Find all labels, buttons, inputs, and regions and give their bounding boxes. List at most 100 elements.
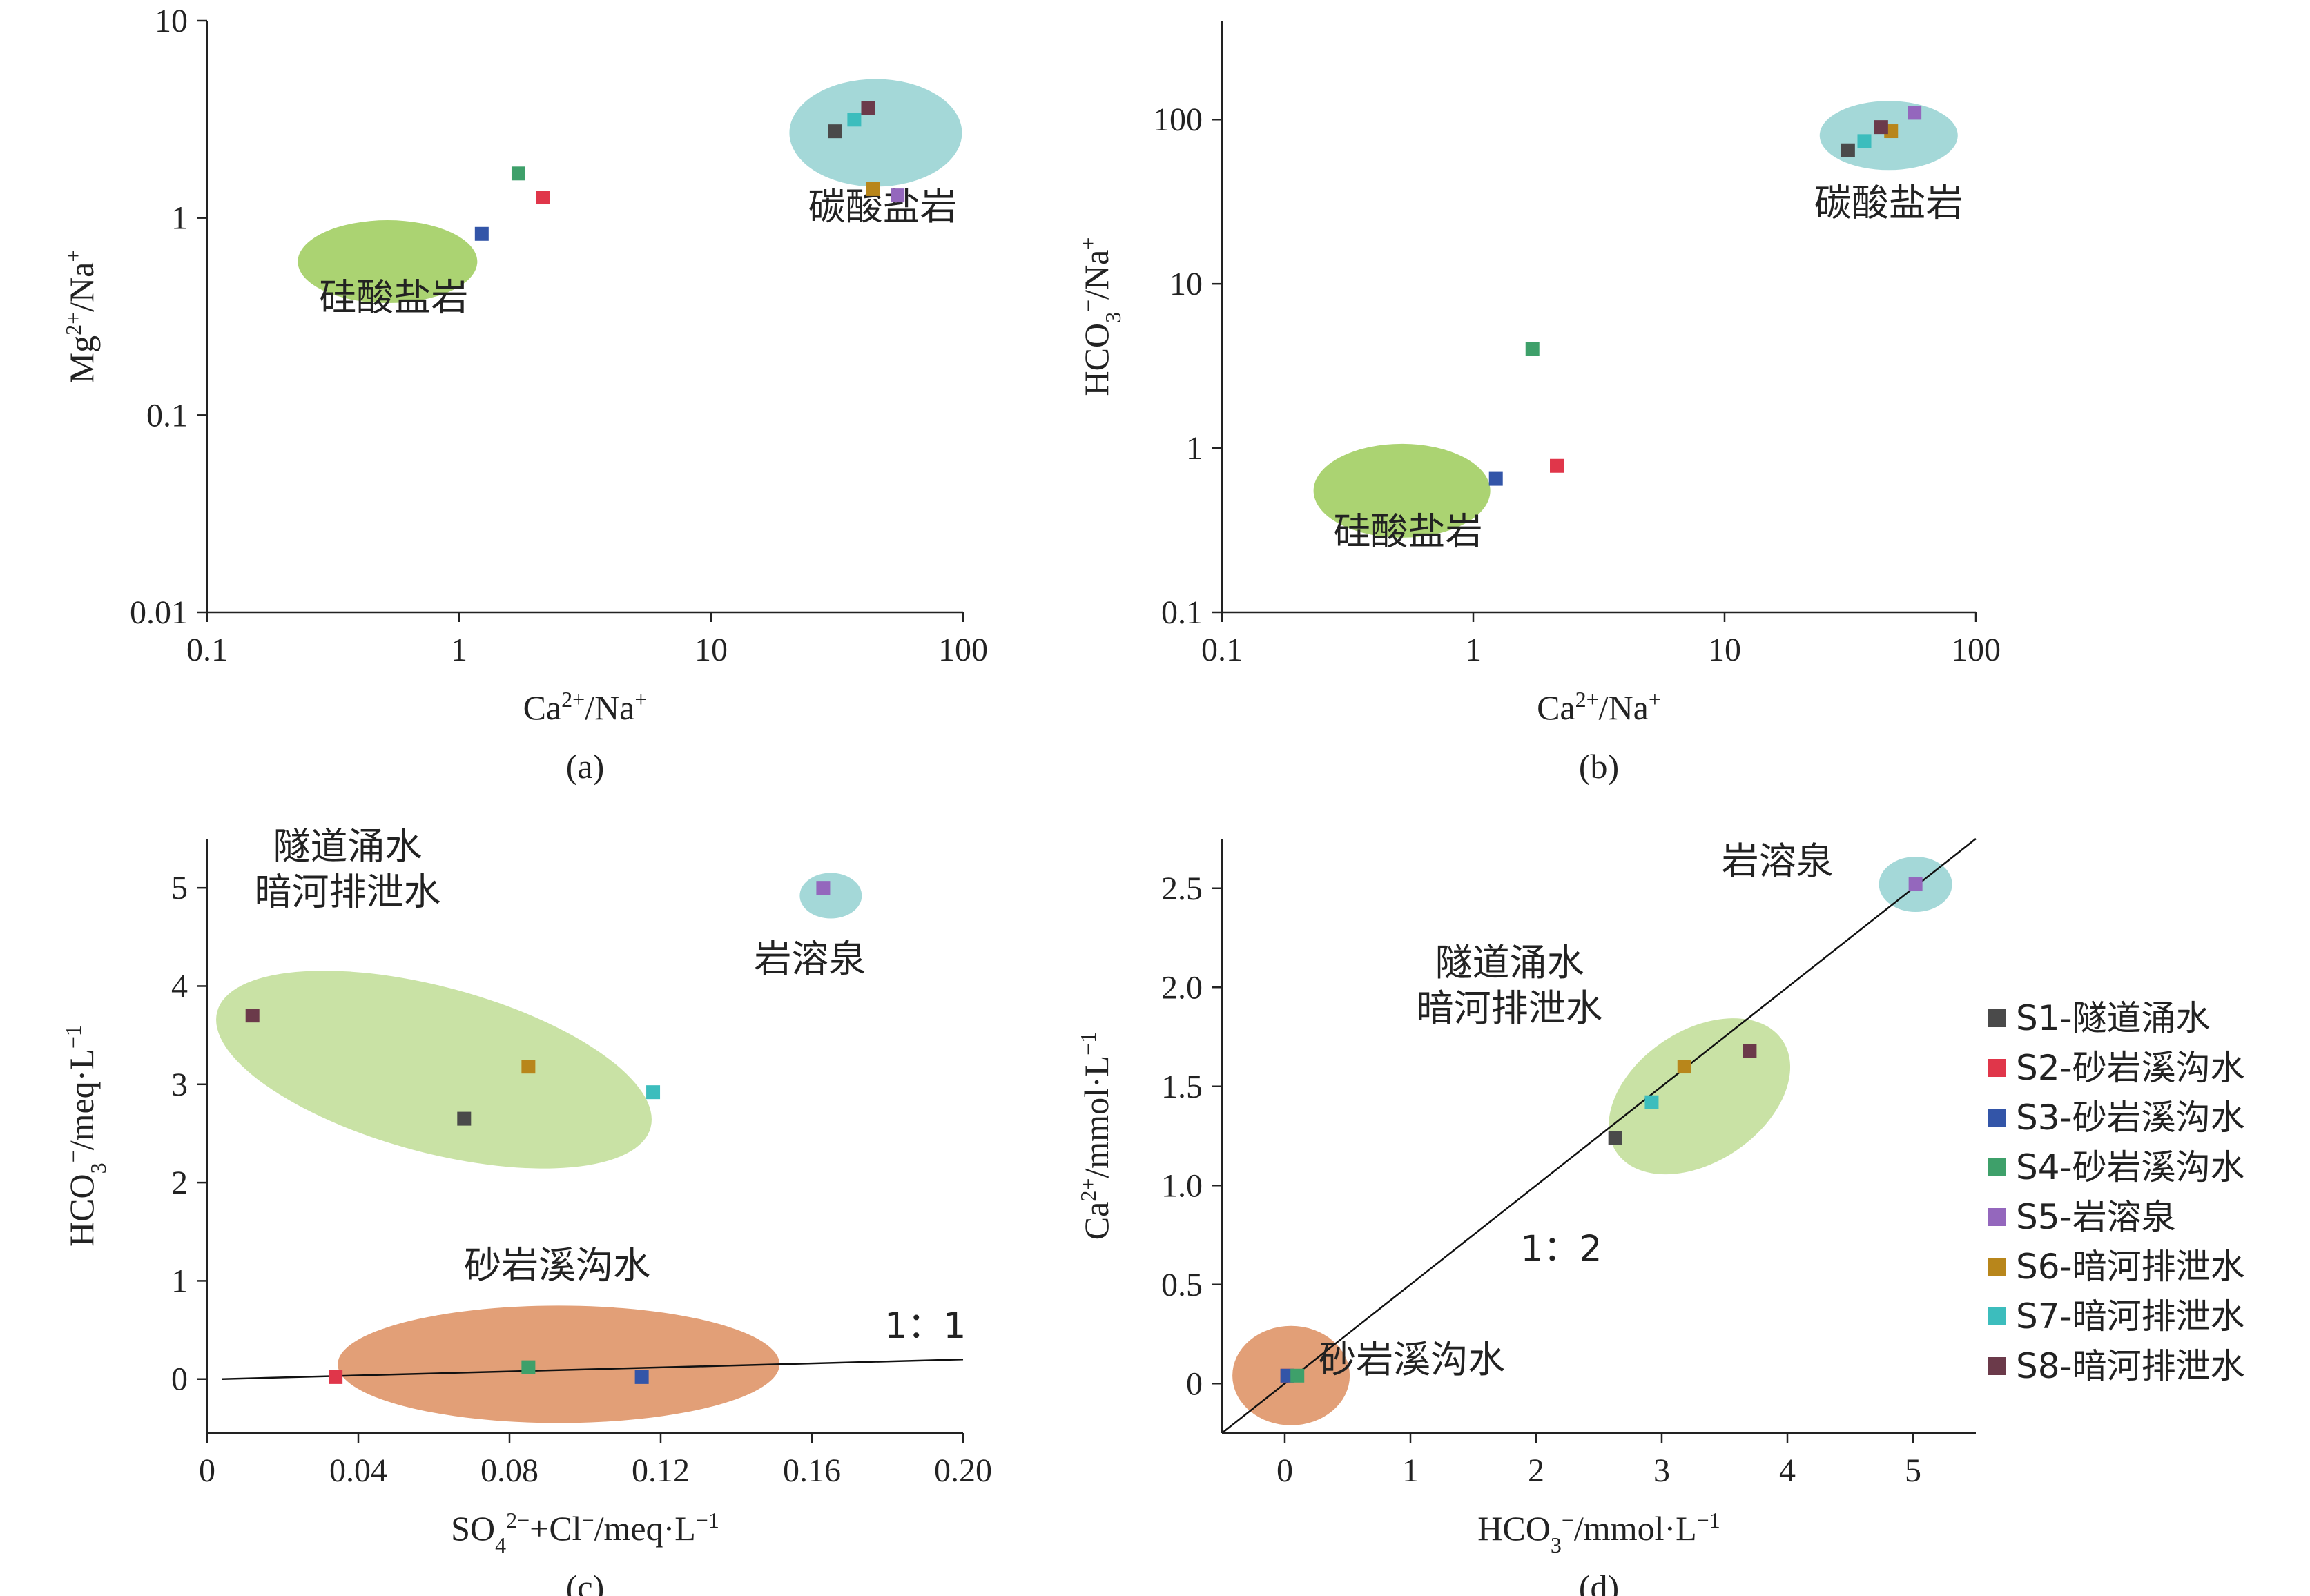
point-S8 [861, 101, 875, 115]
point-S5 [1908, 877, 1923, 892]
legend-label: S2-砂岩溪沟水 [2016, 1048, 2245, 1088]
x-tick-label: 0.16 [783, 1452, 841, 1489]
point-S8 [1743, 1044, 1757, 1058]
y-tick-label: 2 [171, 1165, 188, 1201]
data-points [474, 101, 905, 241]
legend-label: S8-暗河排泄水 [2016, 1346, 2245, 1386]
x-tick-label: 1 [451, 632, 467, 668]
y-tick-label: 0 [1186, 1365, 1203, 1402]
panel-b: 0.1 1 10 100 0.1 1 10 100 Ca2+/Na+ HCO3−/Na+ (b) 硅酸… [1076, 21, 2001, 786]
point-S5 [816, 881, 831, 895]
y-tick-label: 4 [171, 968, 188, 1004]
zone-ellipse [216, 971, 652, 1169]
point-S7 [1644, 1095, 1659, 1109]
legend-swatch-S7 [1988, 1307, 2006, 1325]
point-S4 [1290, 1368, 1305, 1383]
x-tick-label: 0.08 [481, 1452, 538, 1489]
point-S4 [1525, 342, 1540, 356]
y-tick-label: 1 [171, 200, 188, 237]
panel-caption: (d) [1579, 1568, 1619, 1596]
y-tick-label: 10 [155, 3, 188, 39]
reference-line [222, 1359, 964, 1380]
legend-label: S3-砂岩溪沟水 [2016, 1098, 2245, 1138]
point-S1 [828, 124, 842, 139]
y-tick-label: 3 [171, 1067, 188, 1103]
legend-label: S1-隧道涌水 [2016, 998, 2211, 1038]
y-tick-label: 100 [1153, 101, 1203, 138]
y-tick-label: 1.5 [1161, 1069, 1203, 1105]
point-S2 [329, 1370, 343, 1384]
zone-label: 硅酸盐岩 [1333, 509, 1482, 553]
zone-ellipse [1313, 443, 1491, 538]
point-S6 [1677, 1060, 1691, 1074]
x-tick-label: 3 [1653, 1452, 1670, 1489]
point-S6 [521, 1060, 536, 1074]
zone-ellipse [789, 79, 962, 187]
legend-label: S5-岩溶泉 [2016, 1197, 2176, 1237]
zone-label: 隧道涌水 [1435, 941, 1584, 984]
x-tick-label: 2 [1528, 1452, 1544, 1489]
point-S4 [511, 166, 525, 181]
zone-label: 碳酸盐岩 [808, 185, 958, 228]
x-tick-label: 0 [1277, 1452, 1293, 1489]
x-tick-label: 10 [1708, 632, 1741, 668]
point-S2 [1550, 458, 1564, 473]
y-tick-label: 0.1 [1161, 594, 1203, 631]
x-tick-label: 0.12 [632, 1452, 690, 1489]
y-tick-label: 0.5 [1161, 1267, 1203, 1303]
legend-swatch-S4 [1988, 1158, 2006, 1176]
x-tick-label: 0.04 [329, 1452, 387, 1489]
legend: S1-隧道涌水 S2-砂岩溪沟水 S3-砂岩溪沟水 S4-砂岩溪沟水 S5-岩溶泉 S6-… [1988, 998, 2245, 1386]
y-tick-label: 0.01 [130, 594, 188, 631]
x-tick-label: 1 [1402, 1452, 1419, 1489]
legend-swatch-S3 [1988, 1109, 2006, 1127]
legend-label: S7-暗河排泄水 [2016, 1296, 2245, 1336]
x-axis-title: Ca2+/Na+ [1537, 687, 1661, 727]
zone-ellipse [1609, 1018, 1791, 1175]
zone-ellipse [338, 1305, 780, 1423]
line-label: 1：1 [884, 1305, 966, 1347]
x-axis-title: SO42−+Cl−/meq·L−1 [451, 1508, 719, 1557]
zone-ellipse [799, 873, 862, 919]
zone-label: 砂岩溪沟水 [464, 1243, 650, 1287]
panel-c: 0 0.04 0.08 0.12 0.16 0.20 0 1 2 3 4 5 SO42−+Cl−/meq… [61, 824, 992, 1596]
panel-a: 0.1 1 10 1000.010.1110Ca2+/Na+Mg2+/Na+(a)硅酸… [61, 3, 988, 786]
zone-label: 隧道涌水 [273, 824, 423, 868]
y-axis-title: HCO3−/meq·L−1 [61, 1025, 110, 1247]
panel-caption: (b) [1579, 747, 1619, 786]
y-axis-title: Mg2+/Na+ [61, 250, 101, 384]
zones [1313, 101, 1958, 538]
legend-swatch-S8 [1988, 1357, 2006, 1375]
x-tick-label: 5 [1905, 1452, 1921, 1489]
y-tick-label: 2.0 [1161, 969, 1203, 1006]
zone-label: 砂岩溪沟水 [1319, 1338, 1505, 1381]
point-S6 [866, 182, 880, 196]
x-axis-title: Ca2+/Na+ [523, 687, 648, 727]
y-tick-label: 5 [171, 870, 188, 906]
x-tick-label: 4 [1779, 1452, 1796, 1489]
x-axis-title: HCO3−/mmol·L−1 [1477, 1508, 1720, 1557]
legend-label: S6-暗河排泄水 [2016, 1247, 2245, 1287]
y-axis-title: HCO3−/Na+ [1076, 237, 1125, 396]
y-tick-label: 1 [1186, 430, 1203, 467]
legend-label: S4-砂岩溪沟水 [2016, 1147, 2245, 1187]
panel-d: 0 1 2 3 4 5 0 0.5 1.0 1.5 2.0 2.5 HCO3−/mmol·L−1 Ca2+… [1076, 838, 1977, 1596]
y-tick-label: 2.5 [1161, 870, 1203, 907]
y-tick-label: 0 [171, 1361, 188, 1398]
point-S3 [474, 226, 489, 241]
zones [298, 79, 962, 304]
zone-label: 碳酸盐岩 [1814, 181, 1963, 224]
x-tick-label: 100 [938, 632, 988, 668]
zone-label: 暗河排泄水 [1417, 986, 1603, 1030]
point-S1 [1608, 1131, 1622, 1145]
point-S8 [1874, 120, 1888, 135]
legend-swatch-S6 [1988, 1258, 2006, 1276]
point-S2 [536, 191, 550, 205]
y-axis-title: Ca2+/mmol·L−1 [1076, 1032, 1116, 1240]
x-tick-label: 1 [1465, 632, 1482, 668]
x-tick-label: 100 [1951, 632, 2001, 668]
point-S7 [646, 1085, 661, 1100]
point-S1 [1841, 143, 1855, 157]
legend-swatch-S1 [1988, 1009, 2006, 1027]
